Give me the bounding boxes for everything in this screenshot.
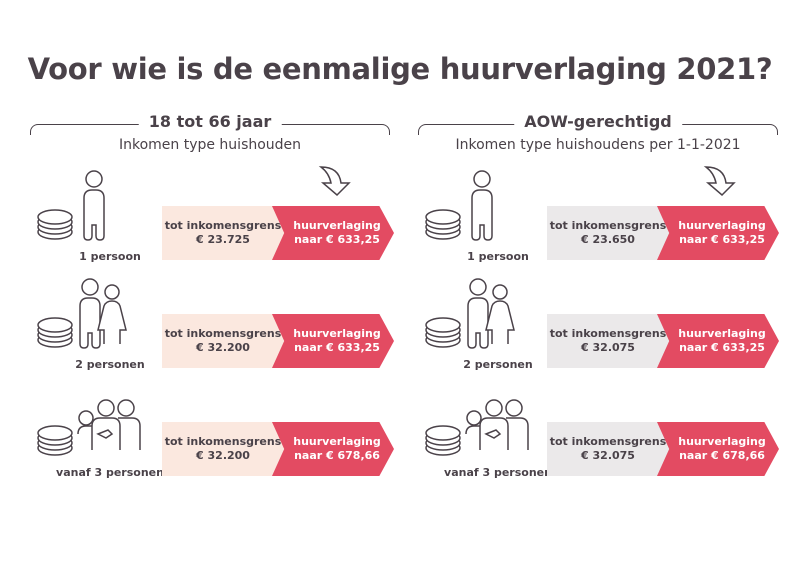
income-row: tot inkomensgrens € 32.200 huurverlaging n… (162, 314, 394, 368)
coins-icon (37, 209, 73, 240)
section-title: 18 tot 66 jaar (138, 112, 282, 131)
rent-reduction: huurverlaging naar € 633,25 (272, 314, 394, 368)
rent-reduction: huurverlaging naar € 678,66 (657, 422, 779, 476)
rent-reduction: huurverlaging naar € 633,25 (657, 206, 779, 260)
income-limit: tot inkomensgrens € 23.725 (162, 206, 284, 260)
coins-icon (37, 425, 73, 456)
income-row: tot inkomensgrens € 32.075 huurverlaging n… (547, 314, 779, 368)
section-header: AOW-gerechtigd (418, 110, 778, 135)
page-title: Voor wie is de eenmalige huurverlaging 2… (27, 52, 773, 86)
arrow-down-icon (318, 166, 351, 197)
income-limit: tot inkomensgrens € 32.075 (547, 314, 669, 368)
section-title: AOW-gerechtigd (514, 112, 682, 131)
arrow-down-icon (703, 166, 736, 197)
household-label: vanaf 3 personen (56, 466, 164, 479)
coins-icon (37, 317, 73, 348)
income-row: tot inkomensgrens € 32.075 huurverlaging n… (547, 422, 779, 476)
rent-reduction: huurverlaging naar € 678,66 (272, 422, 394, 476)
household-icon (465, 399, 529, 450)
rent-reduction: huurverlaging naar € 633,25 (272, 206, 394, 260)
section-header: 18 tot 66 jaar (30, 110, 390, 135)
household-icon (77, 399, 141, 450)
household-icon (79, 278, 127, 349)
household-icon (467, 278, 515, 349)
section-subtitle: Inkomen type huishoudens per 1-1-2021 (455, 137, 741, 153)
income-limit: tot inkomensgrens € 23.650 (547, 206, 669, 260)
section-subtitle: Inkomen type huishouden (118, 137, 302, 153)
income-limit: tot inkomensgrens € 32.200 (162, 314, 284, 368)
coins-icon (425, 425, 461, 456)
household-icon (471, 170, 493, 241)
household-icon (83, 170, 105, 241)
income-limit: tot inkomensgrens € 32.075 (547, 422, 669, 476)
household-label: 1 persoon (467, 250, 529, 263)
income-row: tot inkomensgrens € 23.725 huurverlaging n… (162, 206, 394, 260)
household-label: vanaf 3 personen (444, 466, 552, 479)
income-row: tot inkomensgrens € 23.650 huurverlaging n… (547, 206, 779, 260)
household-label: 2 personen (463, 358, 533, 371)
coins-icon (425, 317, 461, 348)
household-label: 2 personen (75, 358, 145, 371)
income-limit: tot inkomensgrens € 32.200 (162, 422, 284, 476)
income-row: tot inkomensgrens € 32.200 huurverlaging n… (162, 422, 394, 476)
household-label: 1 persoon (79, 250, 141, 263)
coins-icon (425, 209, 461, 240)
rent-reduction: huurverlaging naar € 633,25 (657, 314, 779, 368)
